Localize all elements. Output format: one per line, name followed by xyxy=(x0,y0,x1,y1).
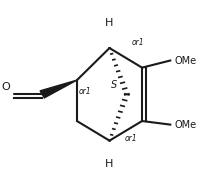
Text: or1: or1 xyxy=(79,87,92,96)
Text: or1: or1 xyxy=(131,38,144,47)
Text: OMe: OMe xyxy=(175,120,197,130)
Text: S: S xyxy=(111,80,117,90)
Text: H: H xyxy=(105,18,114,28)
Text: H: H xyxy=(105,159,114,169)
Text: OMe: OMe xyxy=(175,56,197,66)
Text: or1: or1 xyxy=(125,134,137,143)
Polygon shape xyxy=(40,80,77,98)
Text: O: O xyxy=(1,82,10,92)
